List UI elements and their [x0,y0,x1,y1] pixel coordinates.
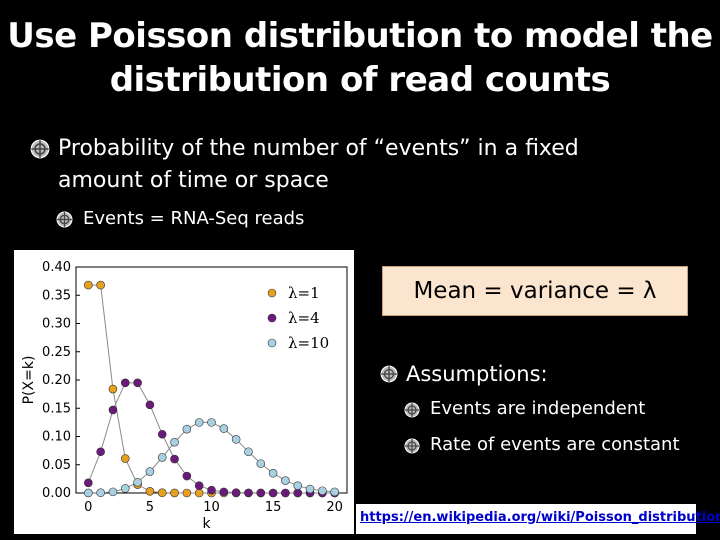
y-tick-label: 0.15 [42,401,71,416]
y-axis-label: P(X=k) [21,356,37,405]
data-point [281,476,290,485]
data-point [120,378,130,388]
data-point [157,429,167,439]
data-point [145,467,155,476]
data-point [84,280,93,290]
data-point [182,471,192,481]
data-point [305,484,315,494]
data-point [268,468,278,478]
poisson-pmf-chart-svg: 0.00 0.05 0.10 0.15 0.20 0.25 0.30 0.35 0.40 0 5 10… [21,260,348,532]
data-point [84,478,93,488]
mean-variance-box: Mean = variance = λ [382,266,688,316]
data-point [120,454,130,463]
bullet-definition: Probability of the number of “events” in… [30,133,630,197]
assumptions-heading: Assumptions: [406,362,548,386]
data-point [108,384,118,394]
wikipedia-link[interactable]: https://en.wikipedia.org/wiki/Poisson_di… [360,510,720,525]
bullet-events-text: Events = RNA-Seq reads [83,208,305,229]
y-tick-label: 0.40 [42,260,71,275]
data-point [194,488,204,498]
x-tick-label: 15 [265,500,282,515]
bullet-events: Events = RNA-Seq reads [56,206,304,232]
poisson-pmf-chart: 0.00 0.05 0.10 0.15 0.20 0.25 0.30 0.35 0.40 0 5 10… [14,250,354,534]
slide-title: Use Poisson distribution to model the di… [0,14,720,102]
data-point [194,418,204,427]
data-point [194,481,204,490]
data-point [207,485,216,495]
data-point [318,486,327,496]
data-point [96,280,105,290]
assumption-item: Rate of events are constant [404,433,680,457]
x-tick-label: 20 [326,500,343,515]
x-tick-label: 0 [84,500,92,515]
x-tick-label: 5 [146,500,154,515]
assumption-item-text: Events are independent [430,398,646,419]
data-point [293,488,303,498]
legend-marker [267,288,277,298]
y-tick-label: 0.20 [42,373,71,388]
data-point [182,424,192,434]
target-bullet-icon [404,402,420,418]
mean-variance-text: Mean = variance = λ [413,278,657,304]
target-bullet-icon [380,365,398,383]
data-point [133,477,142,487]
data-point [244,488,253,498]
y-tick-label: 0.30 [42,317,71,332]
data-point [219,487,229,497]
link-background [356,504,696,534]
x-tick-label: 10 [203,500,220,515]
data-point [219,424,229,433]
legend-label: λ=1 [288,284,320,302]
data-point [157,453,167,462]
target-bullet-icon [56,211,73,228]
data-point [108,487,118,497]
data-point [120,484,130,493]
data-point [293,481,303,490]
data-point [256,459,266,468]
data-point [96,488,105,498]
legend-label: λ=10 [288,334,329,352]
series-line [87,382,335,494]
target-bullet-icon [30,139,50,159]
legend-label: λ=4 [288,309,320,327]
data-point [145,487,155,496]
data-point [170,488,179,498]
bullet-assumptions: Assumptions: [380,360,548,388]
legend-marker [267,338,277,348]
data-point [231,435,241,444]
data-point [170,454,179,464]
data-point [84,488,93,498]
legend-marker [267,313,277,323]
data-point [281,488,290,498]
data-point [231,488,241,497]
data-point [244,447,253,457]
y-tick-label: 0.00 [42,486,71,501]
bullet-definition-text: Probability of the number of “events” in… [58,136,579,193]
y-tick-label: 0.35 [42,288,71,303]
data-point [256,488,266,498]
y-tick-label: 0.10 [42,430,71,445]
data-point [207,418,216,427]
y-tick-label: 0.05 [42,458,71,473]
data-point [182,488,192,498]
x-axis-label: k [202,516,211,532]
assumption-item-text: Rate of events are constant [430,434,680,455]
data-point [133,378,142,388]
slide-title-line2: distribution of read counts [109,60,611,100]
data-point [108,405,118,415]
assumption-item: Events are independent [404,397,645,421]
y-tick-label: 0.25 [42,345,71,360]
data-point [145,400,155,410]
data-point [170,437,179,447]
data-point [96,447,105,457]
data-point [157,488,167,498]
target-bullet-icon [404,438,420,454]
data-point [330,487,339,497]
data-point [268,488,278,498]
slide-title-line1: Use Poisson distribution to model the [7,16,713,56]
